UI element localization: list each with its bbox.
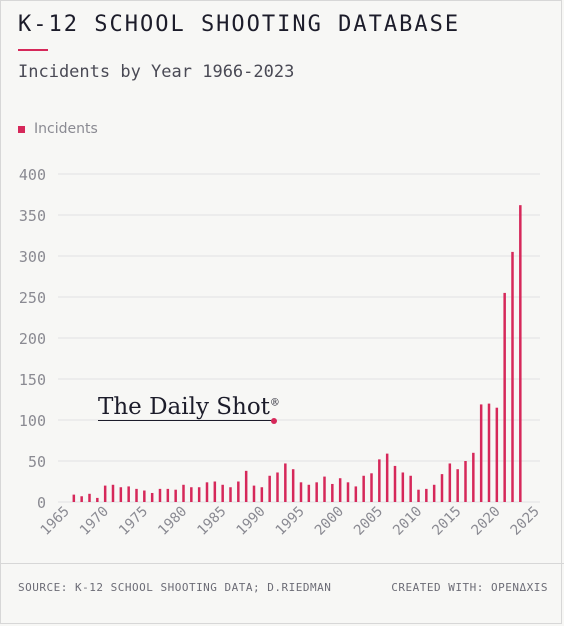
bar: [456, 469, 459, 502]
bar: [378, 459, 381, 502]
watermark-mark: ®: [269, 397, 280, 409]
bar: [135, 488, 138, 502]
x-tick-label: 1970: [77, 504, 112, 539]
bar: [237, 481, 240, 502]
bar: [143, 490, 146, 502]
bar: [221, 484, 224, 502]
bar: [323, 476, 326, 502]
bar: [385, 453, 389, 502]
bar: [495, 407, 499, 502]
bar: [96, 497, 99, 502]
bar: [338, 478, 342, 502]
bar: [127, 486, 130, 502]
bar: [464, 461, 467, 502]
bar: [307, 484, 311, 502]
x-tick-label: 2005: [351, 504, 386, 539]
chart-title: K-12 SCHOOL SHOOTING DATABASE: [18, 12, 461, 37]
bar: [72, 494, 76, 502]
bar: [432, 484, 436, 502]
bar: [291, 469, 295, 502]
watermark-underline: [98, 420, 274, 421]
bar: [244, 470, 248, 502]
bar: [252, 485, 256, 502]
bar: [503, 292, 506, 502]
bar: [166, 488, 170, 502]
bar: [276, 472, 279, 502]
x-tick-label: 1985: [194, 504, 229, 539]
y-tick-label: 250: [19, 289, 46, 307]
legend: Incidents: [18, 121, 98, 137]
bar: [80, 496, 83, 502]
bar: [284, 463, 287, 502]
x-tick-label: 1975: [116, 504, 151, 539]
credit-note: CREATED WITH: OPENΔXIS: [391, 581, 548, 594]
bar: [331, 483, 334, 502]
chart-subtitle: Incidents by Year 1966-2023: [18, 62, 295, 82]
bar: [401, 472, 405, 502]
y-tick-label: 0: [37, 494, 46, 512]
bar: [103, 485, 107, 502]
y-tick-label: 100: [19, 412, 46, 430]
title-accent-rule: [18, 49, 48, 51]
legend-swatch: [18, 125, 25, 133]
bar: [88, 493, 91, 502]
bar: [268, 475, 271, 502]
bar: [260, 487, 264, 502]
bar: [174, 489, 177, 502]
bar: [370, 473, 373, 502]
x-tick-label: 2020: [469, 504, 504, 539]
x-tick-label: 2010: [390, 504, 425, 539]
watermark-logo: The Daily Shot®: [98, 394, 280, 420]
bar: [362, 475, 365, 502]
legend-label: Incidents: [34, 121, 98, 137]
source-note: SOURCE: K-12 SCHOOL SHOOTING DATA; D.RIE…: [18, 581, 332, 594]
x-tick-label: 2000: [312, 504, 347, 539]
bar: [409, 475, 412, 502]
bar: [519, 205, 522, 502]
bar: [393, 465, 397, 502]
x-tick-label: 1990: [234, 504, 269, 539]
x-tick-label: 1980: [155, 504, 190, 539]
y-tick-label: 150: [19, 371, 46, 389]
watermark-dot: [271, 418, 277, 424]
bar: [425, 488, 428, 502]
watermark-text: The Daily Shot: [98, 394, 270, 420]
bar: [346, 482, 350, 502]
bar: [213, 481, 217, 502]
y-tick-label: 200: [19, 330, 46, 348]
bar: [299, 482, 303, 502]
x-tick-label: 2015: [429, 504, 464, 539]
bar: [417, 489, 420, 502]
bar: [315, 482, 318, 502]
y-tick-label: 300: [19, 248, 46, 266]
x-tick-label: 1995: [273, 504, 308, 539]
bar: [111, 484, 115, 502]
bar: [487, 403, 491, 502]
bar: [229, 487, 232, 502]
y-tick-label: 350: [19, 207, 46, 225]
bar: [119, 487, 123, 502]
y-tick-label: 400: [19, 166, 46, 184]
x-tick-label: 2025: [508, 504, 543, 539]
bar: [479, 404, 483, 502]
bar: [448, 463, 452, 502]
bar: [197, 487, 201, 502]
bar: [182, 484, 185, 502]
bar: [354, 486, 358, 502]
bar: [205, 482, 209, 502]
footer-divider: [0, 563, 564, 564]
bar: [150, 492, 154, 502]
bar: [472, 452, 475, 502]
bar: [190, 487, 193, 502]
bar: [440, 474, 444, 502]
y-tick-label: 50: [28, 453, 46, 471]
footer: SOURCE: K-12 SCHOOL SHOOTING DATA; D.RIE…: [18, 581, 548, 594]
bar: [158, 488, 162, 502]
bar: [511, 251, 514, 502]
